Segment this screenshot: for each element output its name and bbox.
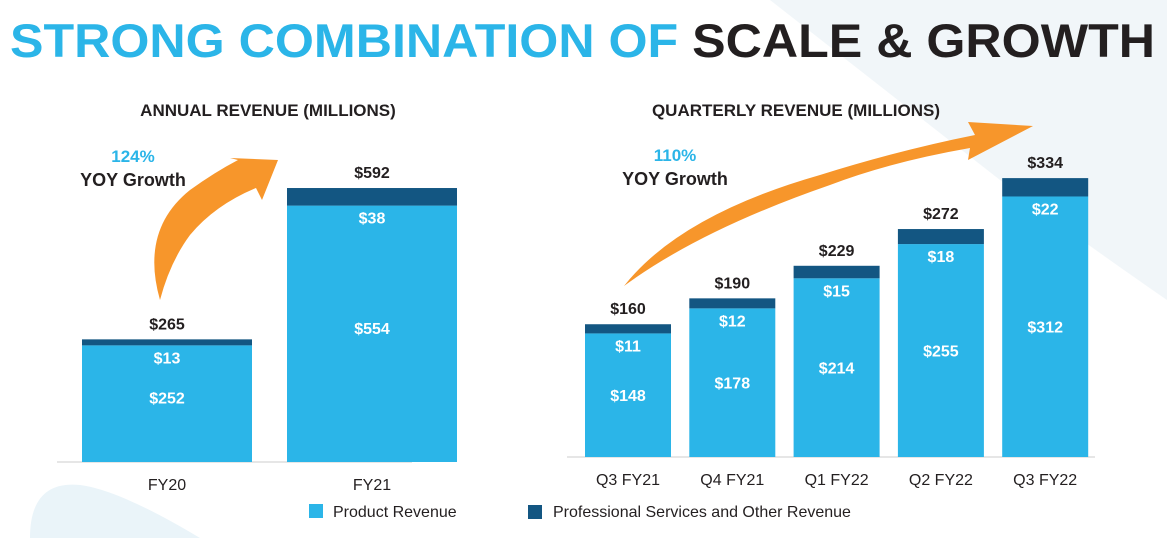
bar-services-revenue [287, 188, 457, 206]
bar-product-revenue [585, 333, 671, 457]
product-value-label: $554 [354, 321, 390, 338]
x-tick-label: Q3 FY22 [1013, 472, 1077, 489]
background-shape [30, 484, 200, 538]
quarterly-growth-label: YOY Growth [622, 169, 728, 189]
title-accent: STRONG COMBINATION OF [10, 14, 692, 67]
bar-services-revenue [793, 265, 880, 279]
bar-services-revenue [585, 324, 671, 334]
bar-services-revenue [897, 229, 984, 245]
legend-swatch-product [309, 504, 323, 518]
annual-growth-value: 124% [111, 147, 154, 166]
quarterly-growth-arrow-icon [624, 122, 1033, 286]
legend-label-services: Professional Services and Other Revenue [553, 504, 851, 521]
product-value-label: $255 [923, 344, 959, 361]
legend-label-product: Product Revenue [333, 504, 457, 521]
services-value-label: $13 [154, 350, 181, 367]
bar-product-revenue [82, 345, 252, 462]
bar-product-revenue [287, 205, 457, 462]
product-value-label: $252 [149, 391, 185, 408]
total-label: $160 [610, 301, 646, 318]
annual-revenue-chart: $265 $13 $252 FY20 $592 $38 $554 FY21 [82, 165, 457, 494]
bar-services-revenue [689, 298, 776, 309]
services-value-label: $11 [615, 338, 641, 355]
product-value-label: $148 [610, 388, 646, 405]
bar-services-revenue [1002, 178, 1089, 197]
annual-growth-label: YOY Growth [80, 170, 186, 190]
annual-growth-arrow-icon [154, 158, 278, 300]
product-value-label: $214 [819, 361, 855, 378]
title-main: SCALE & GROWTH [692, 14, 1155, 67]
total-label: $190 [715, 275, 751, 292]
total-label: $272 [923, 206, 959, 223]
quarterly-growth-value: 110% [654, 146, 697, 165]
legend-swatch-services [528, 505, 542, 519]
services-value-label: $18 [928, 249, 955, 266]
services-value-label: $15 [823, 283, 850, 300]
services-value-label: $12 [719, 313, 746, 330]
product-value-label: $178 [715, 376, 751, 393]
total-label: $334 [1027, 155, 1063, 172]
x-tick-label: Q4 FY21 [700, 472, 764, 489]
x-tick-label: Q2 FY22 [909, 472, 973, 489]
bar-product-revenue [689, 308, 776, 457]
total-label: $229 [819, 243, 855, 260]
bar-product-revenue [1002, 196, 1089, 458]
x-tick-label: Q3 FY21 [596, 472, 660, 489]
services-value-label: $22 [1032, 201, 1059, 218]
slide-title: STRONG COMBINATION OF SCALE & GROWTH [10, 14, 1155, 67]
product-value-label: $312 [1027, 320, 1063, 337]
quarterly-revenue-chart: $160 $11 $148 Q3 FY21 $190 $12 $178 Q4 FY21 $229… [585, 155, 1089, 489]
total-label: $592 [354, 165, 390, 182]
bar-product-revenue [897, 244, 984, 457]
services-value-label: $38 [359, 211, 386, 228]
x-tick-label: Q1 FY22 [805, 472, 869, 489]
bar-product-revenue [793, 278, 880, 457]
x-tick-label: FY20 [148, 477, 186, 494]
bar-services-revenue [82, 339, 252, 346]
total-label: $265 [149, 316, 185, 333]
annual-chart-title: ANNUAL REVENUE (MILLIONS) [140, 101, 396, 120]
quarterly-chart-title: QUARTERLY REVENUE (MILLIONS) [652, 101, 940, 120]
x-tick-label: FY21 [353, 477, 391, 494]
